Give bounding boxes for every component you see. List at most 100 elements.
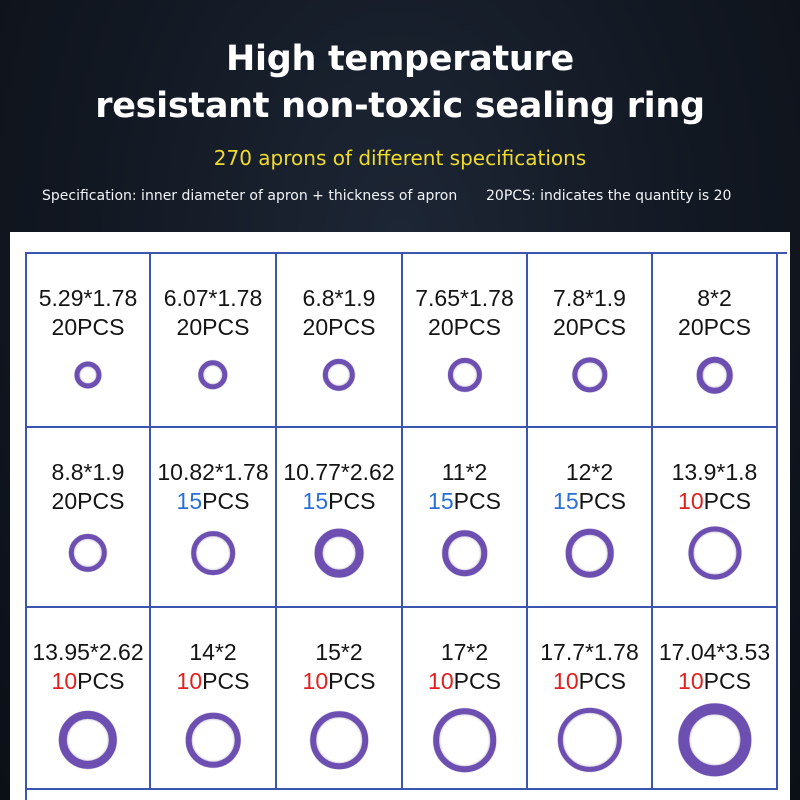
ring-unit: PCS bbox=[328, 314, 376, 340]
ring-count: 20 bbox=[302, 314, 329, 340]
o-ring-icon bbox=[191, 531, 235, 575]
ring-count: 10 bbox=[678, 488, 704, 514]
ring-quantity: 10PCS bbox=[653, 487, 776, 516]
ring-cell: 10.82*1.78 15PCS bbox=[151, 428, 277, 608]
ring-spec: 6.07*1.78 bbox=[163, 285, 263, 311]
ring-cell: 6.07*1.78 20PCS bbox=[151, 254, 277, 428]
ring-count: 20 bbox=[678, 314, 704, 340]
o-ring-icon bbox=[571, 357, 608, 393]
ring-cell: 12*2 15PCS bbox=[528, 428, 653, 608]
specification-note: Specification: inner diameter of apron +… bbox=[42, 188, 458, 204]
ring-unit: PCS bbox=[202, 668, 250, 694]
ring-unit: PCS bbox=[77, 488, 125, 514]
ring-unit: PCS bbox=[77, 314, 125, 340]
ring-quantity: 20PCS bbox=[403, 313, 526, 342]
ring-spec: 17*2 bbox=[440, 639, 489, 665]
ring-unit: PCS bbox=[703, 488, 751, 514]
o-ring-icon bbox=[432, 708, 497, 772]
ring-quantity: 20PCS bbox=[151, 313, 275, 342]
ring-quantity: 15PCS bbox=[277, 487, 401, 516]
ring-cell: 15*2 10PCS bbox=[277, 608, 403, 790]
ring-quantity: 20PCS bbox=[277, 313, 401, 342]
o-ring-icon bbox=[185, 712, 241, 768]
ring-spec: 5.29*1.78 bbox=[38, 285, 138, 311]
o-ring-icon bbox=[677, 703, 752, 777]
ring-unit: PCS bbox=[328, 668, 376, 694]
ring-spec: 17.04*3.53 bbox=[658, 639, 771, 665]
o-ring-icon bbox=[314, 528, 364, 578]
ring-cell: 5.29*1.78 20PCS bbox=[27, 254, 151, 428]
ring-quantity: 15PCS bbox=[403, 487, 526, 516]
ring-quantity: 10PCS bbox=[277, 667, 401, 696]
ring-cell: 17.04*3.53 10PCS bbox=[653, 608, 778, 790]
ring-count: 15 bbox=[428, 488, 454, 514]
ring-count: 10 bbox=[51, 668, 78, 694]
ring-quantity: 10PCS bbox=[653, 667, 776, 696]
o-ring-icon bbox=[557, 707, 622, 773]
o-ring-icon bbox=[58, 710, 118, 770]
ring-unit: PCS bbox=[328, 488, 376, 514]
ring-spec: 13.9*1.8 bbox=[671, 459, 758, 485]
o-ring-icon bbox=[565, 528, 614, 578]
o-ring-icon bbox=[687, 526, 742, 580]
ring-count: 10 bbox=[553, 668, 579, 694]
ring-cell: 14*2 10PCS bbox=[151, 608, 277, 790]
ring-count: 10 bbox=[428, 668, 454, 694]
ring-spec: 14*2 bbox=[189, 639, 237, 665]
ring-count: 20 bbox=[51, 314, 78, 340]
ring-assortment-panel: 5.29*1.78 20PCS 6.07*1.78 20PCS 6.8*1.9 … bbox=[10, 232, 790, 800]
ring-cell: 7.65*1.78 20PCS bbox=[403, 254, 528, 428]
ring-cell: 17.7*1.78 10PCS bbox=[528, 608, 653, 790]
ring-unit: PCS bbox=[703, 668, 751, 694]
ring-spec: 11*2 bbox=[441, 459, 488, 485]
ring-count: 10 bbox=[678, 668, 704, 694]
ring-count: 15 bbox=[176, 488, 203, 514]
ring-spec: 17.7*1.78 bbox=[540, 639, 639, 665]
ring-quantity: 20PCS bbox=[528, 313, 651, 342]
ring-quantity: 10PCS bbox=[403, 667, 526, 696]
ring-quantity: 20PCS bbox=[653, 313, 776, 342]
ring-cell: 11*2 15PCS bbox=[403, 428, 528, 608]
ring-cell: 8.8*1.9 20PCS bbox=[27, 428, 151, 608]
ring-unit: PCS bbox=[77, 668, 125, 694]
o-ring-icon bbox=[696, 356, 733, 394]
ring-count: 10 bbox=[176, 668, 203, 694]
ring-count: 20 bbox=[176, 314, 203, 340]
subtitle: 270 aprons of different specifications bbox=[213, 146, 587, 170]
ring-quantity: 15PCS bbox=[151, 487, 275, 516]
quantity-note: 20PCS: indicates the quantity is 20 bbox=[486, 188, 732, 204]
ring-count: 20 bbox=[553, 314, 579, 340]
ring-quantity: 20PCS bbox=[27, 487, 149, 516]
o-ring-icon bbox=[74, 361, 102, 389]
ring-count: 20 bbox=[51, 488, 78, 514]
ring-unit: PCS bbox=[453, 488, 501, 514]
ring-cell: 7.8*1.9 20PCS bbox=[528, 254, 653, 428]
ring-count: 20 bbox=[428, 314, 454, 340]
ring-unit: PCS bbox=[202, 488, 250, 514]
ring-spec: 7.8*1.9 bbox=[553, 285, 626, 311]
ring-grid: 5.29*1.78 20PCS 6.07*1.78 20PCS 6.8*1.9 … bbox=[25, 252, 787, 800]
ring-spec: 10.77*2.62 bbox=[283, 459, 395, 485]
ring-spec: 15*2 bbox=[315, 639, 363, 665]
ring-unit: PCS bbox=[202, 314, 250, 340]
o-ring-icon bbox=[322, 358, 356, 392]
ring-spec: 8.8*1.9 bbox=[51, 459, 125, 485]
ring-quantity: 10PCS bbox=[27, 667, 149, 696]
ring-spec: 12*2 bbox=[565, 459, 614, 485]
ring-spec: 7.65*1.78 bbox=[415, 285, 514, 311]
ring-cell: 13.9*1.8 10PCS bbox=[653, 428, 778, 608]
ring-unit: PCS bbox=[578, 314, 626, 340]
ring-spec: 13.95*2.62 bbox=[32, 639, 144, 665]
ring-spec: 8*2 bbox=[697, 285, 732, 311]
ring-unit: PCS bbox=[453, 314, 501, 340]
ring-quantity: 10PCS bbox=[151, 667, 275, 696]
ring-cell: 13.95*2.62 10PCS bbox=[27, 608, 151, 790]
ring-unit: PCS bbox=[453, 668, 501, 694]
ring-unit: PCS bbox=[578, 488, 626, 514]
ring-cell: 6.8*1.9 20PCS bbox=[277, 254, 403, 428]
o-ring-icon bbox=[441, 530, 488, 576]
ring-quantity: 15PCS bbox=[528, 487, 651, 516]
ring-spec: 6.8*1.9 bbox=[302, 285, 376, 311]
o-ring-icon bbox=[68, 533, 108, 573]
ring-cell: 17*2 10PCS bbox=[403, 608, 528, 790]
